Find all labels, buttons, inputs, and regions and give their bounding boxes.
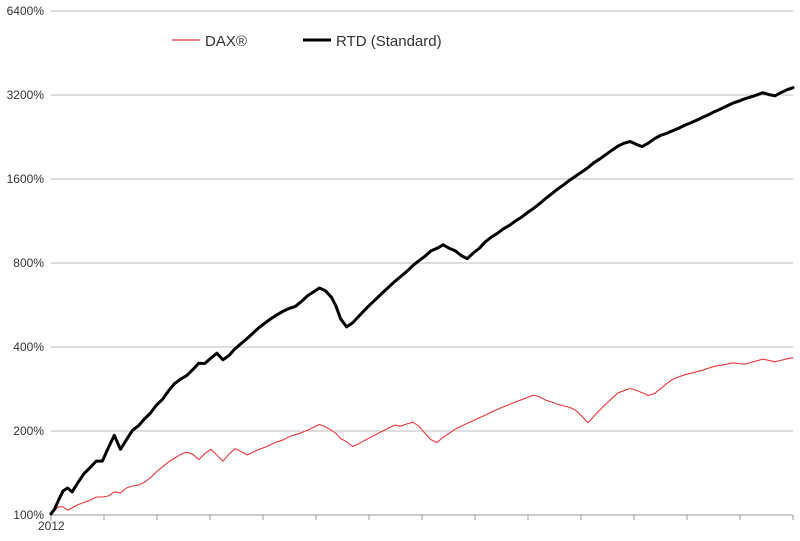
y-tick-labels: 100% 200% 400% 800% 1600% 3200% 6400% [7, 4, 45, 522]
series-line-rtd-standard [49, 86, 795, 516]
y-tick-label-400: 400% [13, 340, 44, 354]
y-tick-label-200: 200% [13, 424, 44, 438]
y-tick-label-6400: 6400% [7, 4, 45, 18]
legend-label-dax: DAX® [205, 33, 247, 50]
series-line-dax [50, 357, 794, 516]
y-tick-label-100: 100% [13, 508, 44, 522]
x-tick-label-2012: 2012 [38, 519, 65, 533]
y-tick-label-3200: 3200% [7, 88, 45, 102]
y-tick-label-1600: 1600% [7, 172, 45, 186]
y-tick-label-800: 800% [13, 256, 44, 270]
x-axis [50, 514, 794, 520]
legend-label-rtd: RTD (Standard) [336, 33, 442, 50]
legend: DAX® RTD (Standard) [172, 33, 442, 50]
series [49, 86, 795, 516]
gridlines [51, 10, 793, 432]
